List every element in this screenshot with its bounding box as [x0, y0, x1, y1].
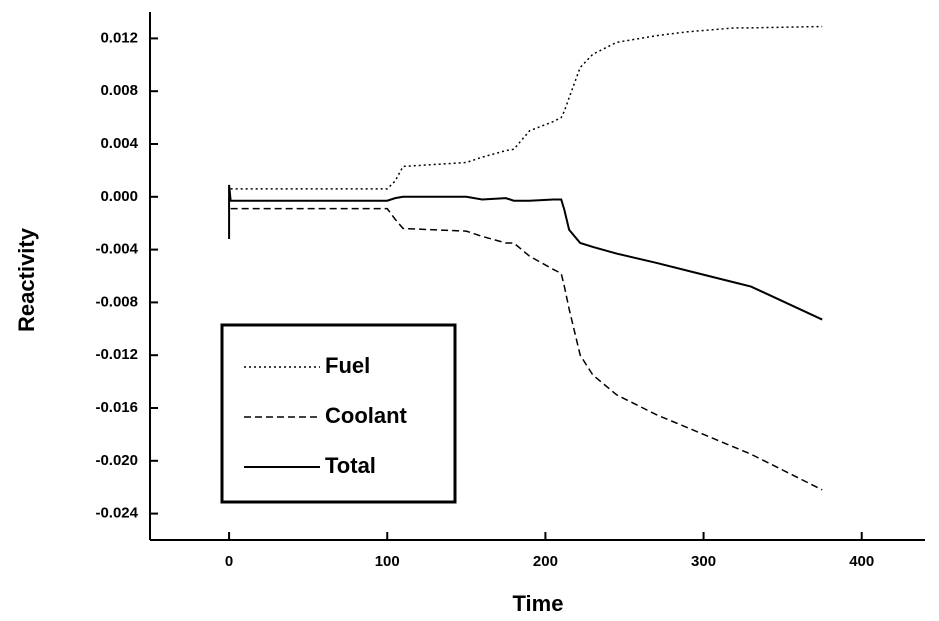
series-line [228, 184, 823, 321]
y-tick-label: -0.016 [95, 399, 138, 416]
legend-label: Total [325, 453, 376, 478]
y-tick-label: 0.008 [100, 82, 138, 99]
y-tick-label: 0.004 [100, 135, 138, 152]
y-tick-label: -0.024 [95, 505, 138, 522]
x-tick-label: 0 [225, 553, 233, 570]
y-axis-label: Reactivity [14, 227, 39, 332]
series-line [230, 207, 823, 491]
x-tick-label: 300 [691, 553, 716, 570]
legend-label: Coolant [325, 403, 408, 428]
y-tick-label: 0.012 [100, 29, 138, 46]
y-tick-label: -0.020 [95, 452, 138, 469]
y-tick-label: -0.008 [95, 293, 138, 310]
legend-box [220, 323, 457, 504]
y-tick-label: -0.004 [95, 241, 138, 258]
y-tick-label: 0.000 [100, 188, 138, 205]
series-line [230, 25, 823, 190]
x-tick-label: 200 [533, 553, 558, 570]
y-tick-label: -0.012 [95, 346, 138, 363]
legend-label: Fuel [325, 353, 370, 378]
x-tick-label: 400 [849, 553, 874, 570]
x-tick-label: 100 [375, 553, 400, 570]
x-axis-label: Time [513, 591, 564, 616]
